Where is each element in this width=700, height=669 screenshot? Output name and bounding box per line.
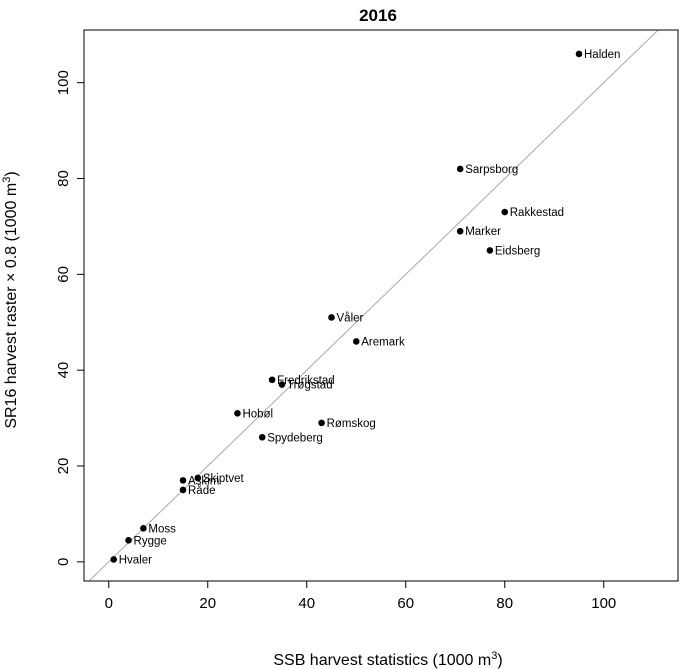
data-point-label: Trøgstad bbox=[287, 380, 333, 392]
y-tick-label: 100 bbox=[55, 70, 72, 95]
y-tick-label: 20 bbox=[55, 458, 72, 475]
data-point-label: Sarpsborg bbox=[465, 164, 518, 176]
data-point bbox=[352, 338, 360, 345]
data-point bbox=[268, 376, 276, 384]
data-point bbox=[194, 474, 202, 482]
data-point-label: Hvaler bbox=[119, 554, 152, 566]
data-point-label: Skiptvet bbox=[203, 473, 245, 485]
data-point bbox=[501, 208, 509, 216]
x-axis-label-text: SSB harvest statistics (1000 m bbox=[273, 652, 491, 669]
data-point-label: Rakkestad bbox=[510, 207, 564, 219]
data-point-label: Fredrikstad bbox=[277, 375, 335, 387]
data-point-label: Moss bbox=[148, 523, 176, 535]
x-tick-label: 0 bbox=[105, 595, 113, 612]
y-tick-label: 60 bbox=[55, 266, 72, 283]
data-point-label: Rygge bbox=[134, 535, 167, 547]
data-point-label: Eidsberg bbox=[495, 245, 540, 257]
data-point bbox=[179, 477, 187, 484]
chart-title: 2016 bbox=[359, 6, 397, 25]
x-tick-label: 80 bbox=[496, 595, 513, 612]
x-tick-label: 40 bbox=[298, 595, 315, 612]
data-point bbox=[318, 419, 325, 427]
data-point-label: Askim bbox=[188, 475, 219, 487]
data-point-label: Rømskog bbox=[327, 418, 376, 430]
data-point-label: Våler bbox=[337, 312, 364, 324]
data-point bbox=[575, 50, 583, 58]
x-tick-label: 20 bbox=[199, 595, 216, 612]
data-point-label: Marker bbox=[465, 226, 501, 238]
x-tick-label: 100 bbox=[591, 595, 616, 612]
data-point-label: Halden bbox=[584, 49, 620, 61]
data-point bbox=[125, 536, 132, 544]
y-tick-label: 0 bbox=[55, 558, 72, 566]
y-axis-label: SR16 harvest raster × 0.8 (1000 m3) bbox=[1, 171, 20, 428]
y-axis-label-end: ) bbox=[3, 171, 20, 176]
data-point bbox=[234, 410, 241, 417]
y-tick-label: 40 bbox=[55, 362, 72, 379]
axes: 0 20 40 60 80 100 0 20 40 60 80 100 bbox=[55, 29, 679, 612]
data-point-label: Hobøl bbox=[242, 408, 273, 420]
data-point bbox=[486, 247, 494, 254]
data-point-label: Råde bbox=[188, 485, 216, 497]
data-point bbox=[140, 524, 147, 532]
x-tick-label: 60 bbox=[397, 595, 414, 612]
x-axis-label: SSB harvest statistics (1000 m3) bbox=[273, 650, 502, 669]
data-point bbox=[278, 381, 286, 388]
y-tick-label: 80 bbox=[55, 170, 72, 187]
plot-area: Halden Sarpsborg Rakkestad Marker Eidsberg Vå… bbox=[88, 30, 659, 581]
data-point-label: Aremark bbox=[361, 336, 405, 348]
data-point-label: Spydeberg bbox=[267, 432, 323, 444]
data-point bbox=[456, 227, 464, 235]
y-axis-label-superscript: 3 bbox=[1, 177, 13, 183]
data-point bbox=[456, 165, 464, 173]
data-point bbox=[258, 433, 266, 441]
reference-line-y-equals-x bbox=[88, 30, 659, 581]
data-point bbox=[179, 486, 187, 494]
plot-frame bbox=[83, 29, 679, 582]
y-axis-label-text: SR16 harvest raster × 0.8 (1000 m bbox=[3, 183, 20, 429]
x-axis-label-end: ) bbox=[497, 652, 502, 669]
data-point bbox=[110, 556, 117, 563]
x-axis-label-superscript: 3 bbox=[491, 650, 497, 662]
data-point bbox=[328, 314, 335, 321]
